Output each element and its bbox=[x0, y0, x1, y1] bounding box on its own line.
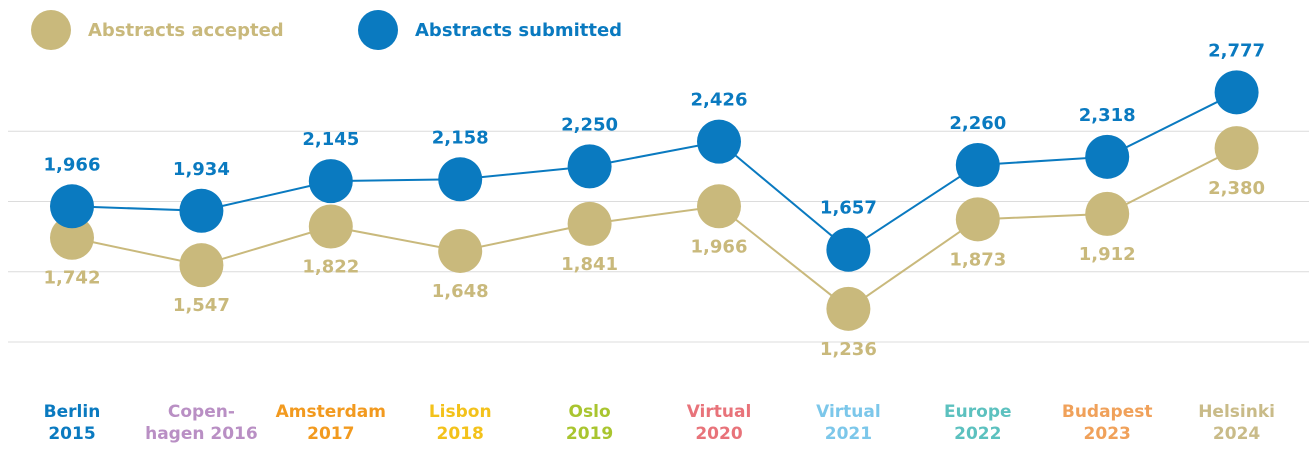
point bbox=[567, 201, 612, 246]
point bbox=[826, 286, 871, 331]
point bbox=[955, 197, 1000, 242]
legend-label: Abstracts submitted bbox=[415, 20, 622, 41]
value-label: 2,145 bbox=[302, 129, 359, 150]
point bbox=[438, 228, 483, 273]
point bbox=[1085, 191, 1130, 236]
x-tick-line: 2019 bbox=[566, 424, 613, 444]
x-tick-label: Virtual 2020 bbox=[687, 402, 752, 444]
point bbox=[1214, 70, 1259, 115]
value-label: 2,250 bbox=[561, 114, 618, 135]
value-label: 1,966 bbox=[44, 154, 101, 175]
value-label: 1,547 bbox=[173, 295, 230, 316]
x-tick-label: Copen-hagen 2016 bbox=[145, 402, 258, 444]
x-tick-line: 2021 bbox=[825, 424, 872, 444]
value-label: 1,822 bbox=[302, 257, 359, 278]
x-tick-label: Amsterdam 2017 bbox=[276, 402, 386, 444]
legend-marker bbox=[358, 10, 398, 50]
series-line bbox=[71, 91, 1238, 251]
value-label: 2,380 bbox=[1208, 178, 1265, 199]
x-tick-label: Europe 2022 bbox=[944, 402, 1011, 444]
x-tick-line: 2017 bbox=[307, 424, 354, 444]
value-label: 1,873 bbox=[949, 249, 1006, 270]
x-tick-line: Virtual bbox=[687, 402, 752, 422]
value-label: 2,777 bbox=[1208, 40, 1265, 61]
value-label: 2,318 bbox=[1079, 105, 1136, 126]
x-tick-label: Budapest 2023 bbox=[1062, 402, 1153, 444]
point bbox=[50, 215, 94, 260]
value-label: 2,426 bbox=[691, 90, 748, 111]
point bbox=[697, 119, 741, 164]
x-tick-line: Virtual bbox=[816, 402, 881, 422]
x-tick-line: 2018 bbox=[437, 424, 484, 444]
x-tick-line: Europe bbox=[944, 402, 1011, 422]
point bbox=[308, 204, 353, 249]
value-label: 1,841 bbox=[561, 254, 618, 275]
point bbox=[567, 144, 612, 189]
point bbox=[308, 159, 353, 204]
x-tick-line: 2022 bbox=[954, 424, 1001, 444]
point bbox=[697, 184, 741, 229]
x-tick-line: 2023 bbox=[1084, 424, 1131, 444]
value-label: 1,912 bbox=[1079, 244, 1136, 265]
x-tick-line: Budapest bbox=[1062, 402, 1153, 422]
point bbox=[179, 188, 224, 233]
point bbox=[179, 243, 224, 288]
x-tick-line: Copen- bbox=[168, 402, 235, 422]
point bbox=[826, 227, 871, 272]
x-tick-line: Helsinki bbox=[1198, 402, 1275, 422]
point bbox=[955, 142, 1000, 187]
value-label: 1,236 bbox=[820, 339, 877, 360]
value-label: 1,966 bbox=[691, 236, 748, 257]
legend-marker bbox=[31, 10, 71, 50]
point bbox=[438, 157, 483, 202]
x-tick-line: Lisbon bbox=[429, 402, 492, 422]
value-label: 2,260 bbox=[949, 113, 1006, 134]
legend-label: Abstracts accepted bbox=[88, 20, 284, 41]
x-tick-line: 2020 bbox=[695, 424, 742, 444]
point bbox=[1214, 126, 1259, 171]
x-tick-label: Helsinki 2024 bbox=[1198, 402, 1275, 444]
x-tick-label: Oslo 2019 bbox=[566, 402, 613, 444]
point bbox=[1085, 134, 1130, 179]
x-tick-line: 2024 bbox=[1213, 424, 1260, 444]
x-tick-line: Oslo bbox=[569, 402, 611, 422]
x-tick-label: Berlin 2015 bbox=[44, 402, 101, 444]
x-tick-label: Lisbon 2018 bbox=[429, 402, 492, 444]
x-tick-line: Amsterdam bbox=[276, 402, 386, 422]
value-label: 1,742 bbox=[44, 268, 101, 289]
x-tick-line: hagen 2016 bbox=[145, 424, 258, 444]
value-label: 2,158 bbox=[432, 127, 489, 148]
x-tick-line: 2015 bbox=[48, 424, 95, 444]
value-label: 1,648 bbox=[432, 281, 489, 302]
x-tick-label: Virtual 2021 bbox=[816, 402, 881, 444]
x-tick-line: Berlin bbox=[44, 402, 101, 422]
point bbox=[50, 184, 94, 229]
value-label: 1,657 bbox=[820, 198, 877, 219]
value-label: 1,934 bbox=[173, 159, 230, 180]
series-line bbox=[71, 147, 1238, 311]
